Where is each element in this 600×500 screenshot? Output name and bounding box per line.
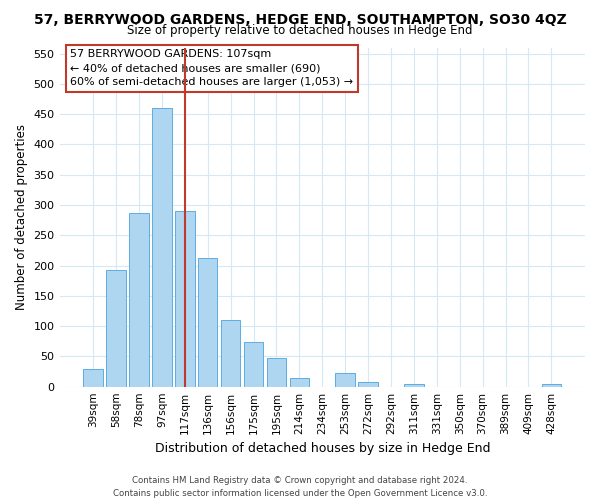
X-axis label: Distribution of detached houses by size in Hedge End: Distribution of detached houses by size … (155, 442, 490, 455)
Bar (221, 320, 241, 386)
Bar (358, 382, 378, 386)
Text: Size of property relative to detached houses in Hedge End: Size of property relative to detached ho… (127, 24, 473, 37)
Bar (404, 384, 424, 386)
Bar (290, 378, 309, 386)
Bar (152, 108, 172, 386)
Y-axis label: Number of detached properties: Number of detached properties (15, 124, 28, 310)
Bar (175, 211, 194, 386)
Bar (542, 384, 561, 386)
Bar (106, 270, 126, 386)
Text: Contains HM Land Registry data © Crown copyright and database right 2024.
Contai: Contains HM Land Registry data © Crown c… (113, 476, 487, 498)
Bar (244, 342, 263, 386)
Bar (335, 374, 355, 386)
Text: 57, BERRYWOOD GARDENS, HEDGE END, SOUTHAMPTON, SO30 4QZ: 57, BERRYWOOD GARDENS, HEDGE END, SOUTHA… (34, 12, 566, 26)
Bar (267, 358, 286, 386)
Bar (129, 213, 149, 386)
Bar (83, 368, 103, 386)
Text: 57 BERRYWOOD GARDENS: 107sqm
← 40% of detached houses are smaller (690)
60% of s: 57 BERRYWOOD GARDENS: 107sqm ← 40% of de… (70, 49, 353, 87)
Bar (198, 258, 217, 386)
